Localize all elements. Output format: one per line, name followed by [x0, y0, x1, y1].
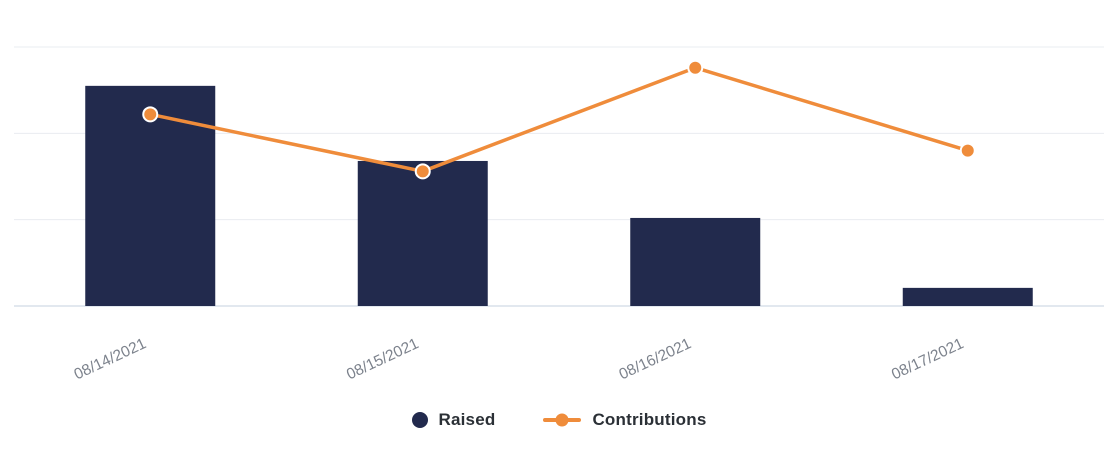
legend-item-contributions[interactable]: Contributions — [543, 410, 706, 430]
contributions-point[interactable] — [414, 163, 431, 180]
contributions-swatch-icon — [543, 413, 582, 427]
contributions-point[interactable] — [142, 106, 159, 123]
combo-chart: 08/14/2021 08/15/2021 08/16/2021 08/17/2021 — [14, 46, 1104, 383]
x-tick-label: 08/15/2021 — [344, 335, 421, 383]
legend-label-contributions: Contributions — [592, 410, 707, 429]
legend-item-raised[interactable]: Raised — [411, 410, 496, 430]
chart-legend: Raised Contributions — [0, 410, 1118, 430]
legend-label-raised: Raised — [438, 410, 496, 429]
contributions-point[interactable] — [687, 59, 704, 76]
x-tick-label: 08/16/2021 — [616, 335, 693, 383]
raised-swatch-icon — [411, 412, 428, 428]
x-tick-label: 08/14/2021 — [71, 335, 148, 383]
contributions-line — [149, 65, 969, 174]
bar-raised[interactable] — [630, 217, 761, 306]
bar-raised[interactable] — [357, 160, 488, 306]
contributions-swatch-dot-icon — [555, 413, 569, 427]
contributions-point[interactable] — [959, 142, 976, 159]
bar-raised[interactable] — [902, 287, 1033, 306]
x-tick-label: 08/17/2021 — [889, 335, 966, 383]
